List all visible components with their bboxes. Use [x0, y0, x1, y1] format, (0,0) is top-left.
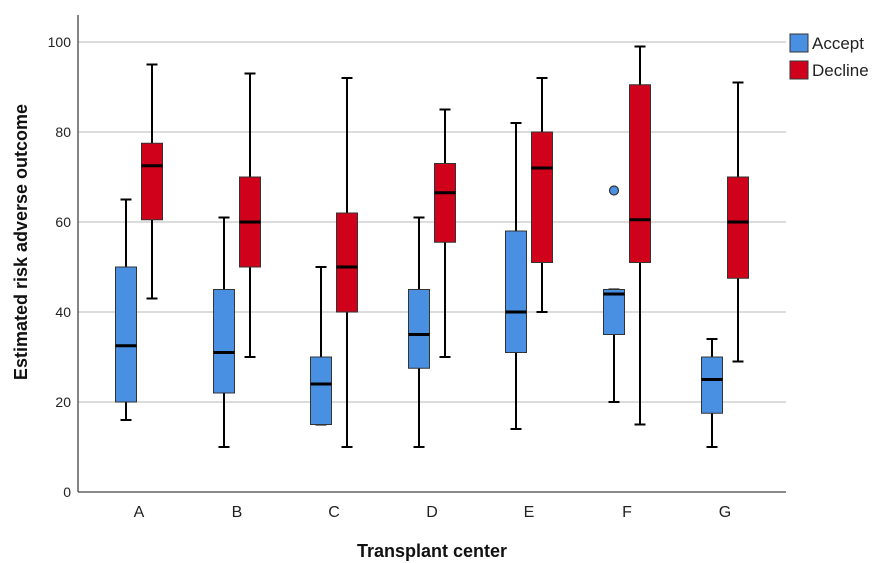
box-iqr — [629, 84, 651, 263]
y-tick-label: 60 — [55, 214, 71, 230]
y-tick-labels: 0 20 40 60 80 100 — [48, 34, 72, 500]
box-accept-G — [701, 338, 723, 448]
boxes — [115, 45, 749, 448]
axes — [77, 15, 786, 493]
x-tick-label: E — [524, 504, 535, 521]
box-iqr — [727, 176, 749, 279]
outlier-point — [608, 185, 620, 196]
x-tick-label: C — [328, 504, 340, 521]
legend-swatch-accept — [789, 33, 809, 53]
box-decline-D — [434, 108, 456, 358]
box-accept-A — [115, 198, 137, 421]
x-tick-label: D — [426, 504, 438, 521]
box-decline-F — [629, 45, 651, 426]
box-decline-B — [239, 72, 261, 358]
x-tick-labels: A B C D E F G — [134, 504, 732, 521]
x-tick-label: A — [134, 504, 145, 521]
box-decline-G — [727, 81, 749, 363]
box-accept-E — [505, 122, 527, 430]
y-tick-label: 0 — [63, 484, 71, 500]
box-iqr — [310, 356, 332, 425]
legend-label-decline: Decline — [812, 61, 869, 80]
y-axis-title: Estimated risk adverse outcome — [11, 104, 31, 380]
box-accept-B — [213, 216, 235, 448]
legend-swatch-decline — [789, 60, 809, 80]
legend: Accept Decline — [789, 33, 869, 80]
box-decline-C — [336, 77, 358, 448]
y-tick-label: 100 — [48, 34, 72, 50]
x-tick-label: G — [719, 504, 731, 521]
x-axis-title: Transplant center — [357, 541, 507, 561]
box-accept-C — [310, 266, 332, 426]
box-iqr — [336, 212, 358, 313]
grid-lines — [78, 41, 786, 403]
box-iqr — [115, 266, 137, 403]
y-tick-label: 20 — [55, 394, 71, 410]
box-iqr — [603, 289, 625, 335]
box-decline-A — [141, 63, 163, 300]
x-tick-label: B — [232, 504, 243, 521]
x-tick-label: F — [622, 504, 632, 521]
box-iqr — [505, 230, 527, 353]
box-iqr — [213, 289, 235, 394]
y-tick-label: 40 — [55, 304, 71, 320]
y-tick-label: 80 — [55, 124, 71, 140]
legend-label-accept: Accept — [812, 34, 864, 53]
box-iqr — [531, 131, 553, 263]
box-accept-D — [408, 216, 430, 448]
box-iqr — [701, 356, 723, 414]
box-iqr — [408, 289, 430, 369]
box-iqr — [141, 142, 163, 221]
box-iqr — [434, 163, 456, 243]
box-accept-F — [603, 185, 625, 403]
box-decline-E — [531, 77, 553, 313]
